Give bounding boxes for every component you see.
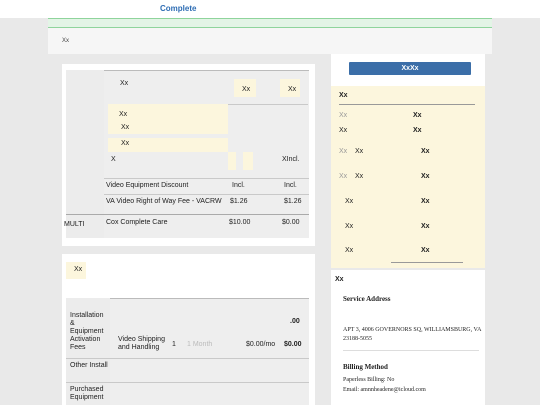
summary-row-4-b: Xx (355, 173, 364, 180)
service-row-3-name: Cox Complete Care (106, 219, 168, 226)
equipment-row-1-term: 1 Month (187, 341, 213, 348)
summary-row-2-c: Xx (413, 127, 422, 134)
service-row-3-total: $0.00 (282, 219, 300, 226)
services-panel: Xx Xx Xx Xx Xx Xx X XIncl. Video Equipme… (62, 64, 315, 246)
summary-row-5-c: Xx (421, 198, 430, 205)
equipment-title: Xx (74, 266, 83, 273)
service-top-label: Xx (120, 80, 129, 87)
service-row-3-price: $10.00 (229, 219, 251, 226)
service-x-label: X (111, 156, 116, 163)
summary-row-7-a: Xx (345, 247, 354, 254)
service-x-badge-1 (228, 152, 236, 170)
summary-panel: XxXx Xx Xx Xx Xx Xx Xx Xx Xx Xx Xx Xx Xx… (331, 54, 485, 268)
service-top-badge-2 (280, 79, 300, 97)
services-left-column (66, 70, 104, 238)
service-left-label: MULTI (64, 221, 85, 228)
summary-row-4-a: Xx (339, 173, 348, 180)
service-top-badge-1-text: Xx (242, 86, 251, 93)
order-status-title: Complete (160, 4, 197, 13)
divider (66, 358, 309, 359)
breadcrumb-text: Xx (62, 38, 70, 44)
divider (66, 382, 309, 383)
summary-row-6-a: Xx (345, 223, 354, 230)
service-row-2-name: VA Video Right of Way Fee - VACRW (106, 198, 222, 205)
summary-row-3-c: Xx (421, 148, 430, 155)
service-x-badge-2 (243, 152, 253, 170)
success-banner (48, 18, 492, 28)
service-top-badge-1 (234, 79, 256, 97)
service-group-item-1: Xx (119, 111, 128, 118)
divider (343, 350, 479, 351)
service-top-badge-2-text: Xx (288, 86, 297, 93)
equipment-row-1-total: $0.00 (284, 341, 302, 348)
service-row-1-total: Incl. (284, 182, 297, 189)
service-address-label: Service Address (343, 295, 391, 303)
equipment-row-1-item: Video Shipping and Handling (118, 336, 165, 351)
divider (66, 214, 309, 215)
summary-row-4-c: Xx (421, 173, 430, 180)
summary-row-6-c: Xx (421, 223, 430, 230)
billing-email: Email: amnnheadene@icloud.com (343, 387, 426, 393)
service-group-highlight-sub (108, 138, 228, 152)
equipment-row-1-category: Installation & Equipment Activation Fees (70, 312, 104, 351)
service-group-item-2: Xx (121, 124, 130, 131)
summary-row-2-a: Xx (339, 127, 348, 134)
summary-highlight (331, 86, 485, 268)
services-table-bg (66, 70, 309, 238)
breadcrumb: Xx (48, 28, 492, 54)
summary-row-3-a: Xx (339, 148, 348, 155)
divider (104, 194, 309, 195)
service-row-2-total: $1.26 (284, 198, 302, 205)
top-header: Complete (0, 0, 540, 18)
equipment-left-column (66, 298, 110, 405)
equipment-top-amount: .00 (290, 318, 300, 325)
summary-row-3-b: Xx (355, 148, 364, 155)
divider (66, 70, 309, 71)
service-row-2-price: $1.26 (230, 198, 248, 205)
service-group-item-3: Xx (121, 140, 130, 147)
equipment-row-2-category: Other Install (70, 362, 108, 369)
paperless-billing: Paperless Billing: No (343, 377, 395, 383)
service-group-highlight (108, 104, 228, 134)
equipment-title-badge (66, 262, 86, 279)
account-panel: Xx Service Address APT 3, 4006 GOVERNORS… (331, 270, 485, 405)
summary-header: Xx (339, 92, 348, 99)
equipment-row-1-qty: 1 (172, 341, 176, 348)
billing-method-label: Billing Method (343, 363, 388, 371)
account-header: Xx (335, 276, 344, 283)
service-row-1-price: Incl. (232, 182, 245, 189)
divider (391, 262, 463, 263)
divider (66, 298, 309, 299)
summary-action-button[interactable]: XxXx (349, 62, 471, 75)
divider (339, 104, 475, 105)
summary-row-1-c: Xx (413, 112, 422, 119)
equipment-row-1-price: $0.00/mo (246, 341, 276, 348)
summary-row-5-a: Xx (345, 198, 354, 205)
service-x-value: XIncl. (282, 156, 300, 163)
equipment-row-3-category: Purchased Equipment (70, 386, 104, 401)
summary-row-1-a: Xx (339, 112, 348, 119)
service-address-value: APT 3, 4006 GOVERNORS SQ, WILLIAMSBURG, … (343, 327, 482, 342)
equipment-panel: Xx .00 Installation & Equipment Activati… (62, 254, 315, 405)
summary-row-7-c: Xx (421, 247, 430, 254)
service-row-1-name: Video Equipment Discount (106, 182, 189, 189)
divider (104, 178, 309, 179)
